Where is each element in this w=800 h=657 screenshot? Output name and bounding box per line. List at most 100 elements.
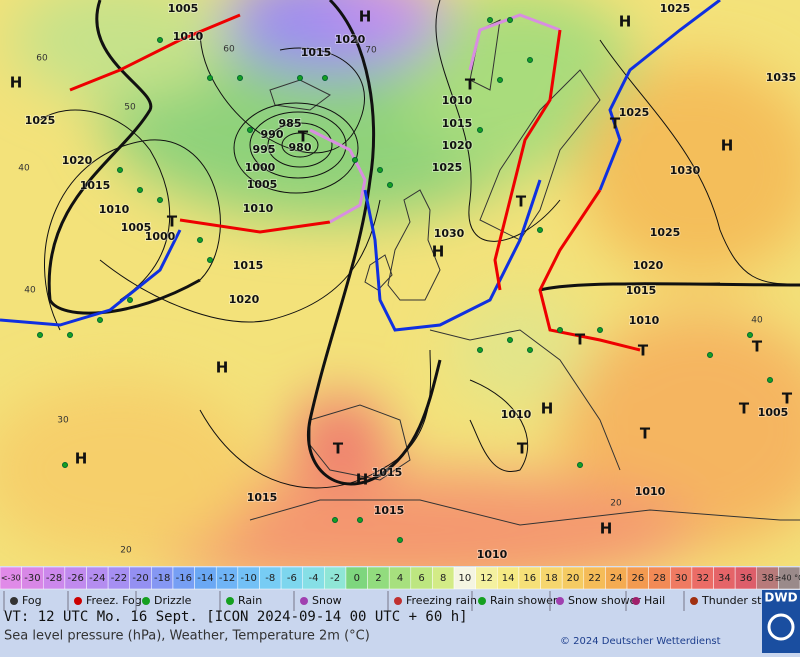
weather-symbol (537, 227, 543, 233)
colorbar-label: 14 (502, 573, 515, 584)
pressure-label: 990 (261, 128, 284, 141)
temperature-contour-label: 20 (610, 499, 622, 509)
pressure-label: 1010 (99, 203, 130, 216)
colorbar-label: 8 (440, 573, 446, 584)
colorbar-label: -20 (132, 573, 148, 584)
colorbar-label: -18 (154, 573, 170, 584)
colorbar-label: 18 (545, 573, 558, 584)
legend-symbol (690, 597, 698, 605)
description: Sea level pressure (hPa), Weather, Tempe… (4, 629, 370, 644)
weather-legend: Fog Freez. Fog Drizzle Rain Snow Freezing rai… (3, 591, 783, 611)
pressure-center: H (721, 137, 734, 155)
colorbar-label: 34 (718, 573, 731, 584)
legend-label: Snow (312, 594, 342, 607)
pressure-center: T (517, 440, 528, 458)
pressure-label: 1010 (629, 314, 660, 327)
temperature-contour-label: 60 (223, 45, 235, 55)
colorbar-label: 20 (567, 573, 580, 584)
pressure-label: 1015 (626, 284, 657, 297)
pressure-center: H (75, 450, 88, 468)
legend-symbol (142, 597, 150, 605)
pressure-label: 1010 (501, 408, 532, 421)
pressure-label: 1025 (25, 114, 56, 127)
colorbar-label: -22 (111, 573, 127, 584)
pressure-center: T (575, 331, 586, 349)
legend-symbol (394, 597, 402, 605)
temperature-contour-label: 50 (124, 103, 136, 113)
pressure-label: 1035 (766, 71, 797, 84)
colorbar-label: 26 (631, 573, 644, 584)
legend-label: Rain shower (490, 594, 558, 607)
dwd-logo-text: DWD (764, 591, 797, 605)
valid-time: VT: 12 UTC Mo. 16 Sept. [ICON 2024-09-14… (4, 609, 468, 625)
weather-symbol (157, 37, 163, 43)
colorbar-label: 22 (588, 573, 601, 584)
weather-symbol (332, 517, 338, 523)
pressure-center: H (432, 243, 445, 261)
colorbar-label: -10 (240, 573, 256, 584)
dwd-logo-symbol (767, 613, 795, 641)
pressure-center: T (610, 115, 621, 133)
pressure-label: 1015 (372, 466, 403, 479)
pressure-label: 1010 (635, 485, 666, 498)
legend-symbol (74, 597, 82, 605)
weather-symbol (527, 57, 533, 63)
pressure-label: 1015 (80, 179, 111, 192)
temperature-field (0, 0, 800, 566)
pressure-center: T (167, 213, 178, 231)
pressure-label: 1025 (660, 2, 691, 15)
weather-symbol (207, 75, 213, 81)
pressure-label: 1000 (145, 230, 176, 243)
colorbar: <-30 -30 -28 -26 -24 -22 -20 -18 -16 -14 -12 -10 -8-… (0, 566, 800, 590)
pressure-label: 1030 (434, 227, 465, 240)
weather-symbol (117, 167, 123, 173)
fronts (0, 0, 721, 352)
weather-symbol (387, 182, 393, 188)
colorbar-label: 10 (458, 573, 471, 584)
pressure-center: T (465, 76, 476, 94)
weather-symbol (397, 537, 403, 543)
temperature-contour-label: 40 (24, 286, 36, 296)
pressure-label: 1000 (245, 161, 276, 174)
pressure-label: 1015 (374, 504, 405, 517)
pressure-label: 1020 (442, 139, 473, 152)
pressure-label: 1010 (243, 202, 274, 215)
pressure-label: 1030 (670, 164, 701, 177)
colorbar-label: -14 (197, 573, 213, 584)
legend-symbol (226, 597, 234, 605)
weather-symbol (707, 352, 713, 358)
pressure-center: T (298, 128, 309, 146)
colorbar-label: -4 (309, 573, 319, 584)
colorbar-label: 2 (375, 573, 381, 584)
pressure-label: 1005 (758, 406, 789, 419)
pressure-label: 1020 (62, 154, 93, 167)
pressure-center: H (359, 8, 372, 26)
colorbar-label: 38 (761, 573, 774, 584)
legend-label: Freezing rain (406, 594, 477, 607)
colorbar-label: 12 (480, 573, 493, 584)
weather-symbol (747, 332, 753, 338)
weather-symbol (577, 462, 583, 468)
weather-symbol (597, 327, 603, 333)
weather-symbol (127, 297, 133, 303)
pressure-center: T (782, 390, 793, 408)
colorbar-label: 36 (740, 573, 753, 584)
pressure-label: 1005 (168, 2, 199, 15)
colorbar-label: -6 (287, 573, 297, 584)
legend-symbol (10, 597, 18, 605)
pressure-center: H (10, 74, 23, 92)
weather-symbol (477, 127, 483, 133)
temperature-contour-label: 60 (36, 54, 48, 64)
pressure-label: 1005 (247, 178, 278, 191)
legend-symbol (556, 597, 564, 605)
legend-label: Drizzle (154, 594, 192, 607)
pressure-label: 1015 (301, 46, 332, 59)
weather-symbol (477, 347, 483, 353)
weather-symbol (767, 377, 773, 383)
pressure-label: 1010 (477, 548, 508, 561)
legend-label: Rain (238, 594, 262, 607)
weather-symbol (487, 17, 493, 23)
temperature-contour-label: 40 (18, 164, 30, 174)
weather-symbol (207, 257, 213, 263)
pressure-center: T (333, 440, 344, 458)
